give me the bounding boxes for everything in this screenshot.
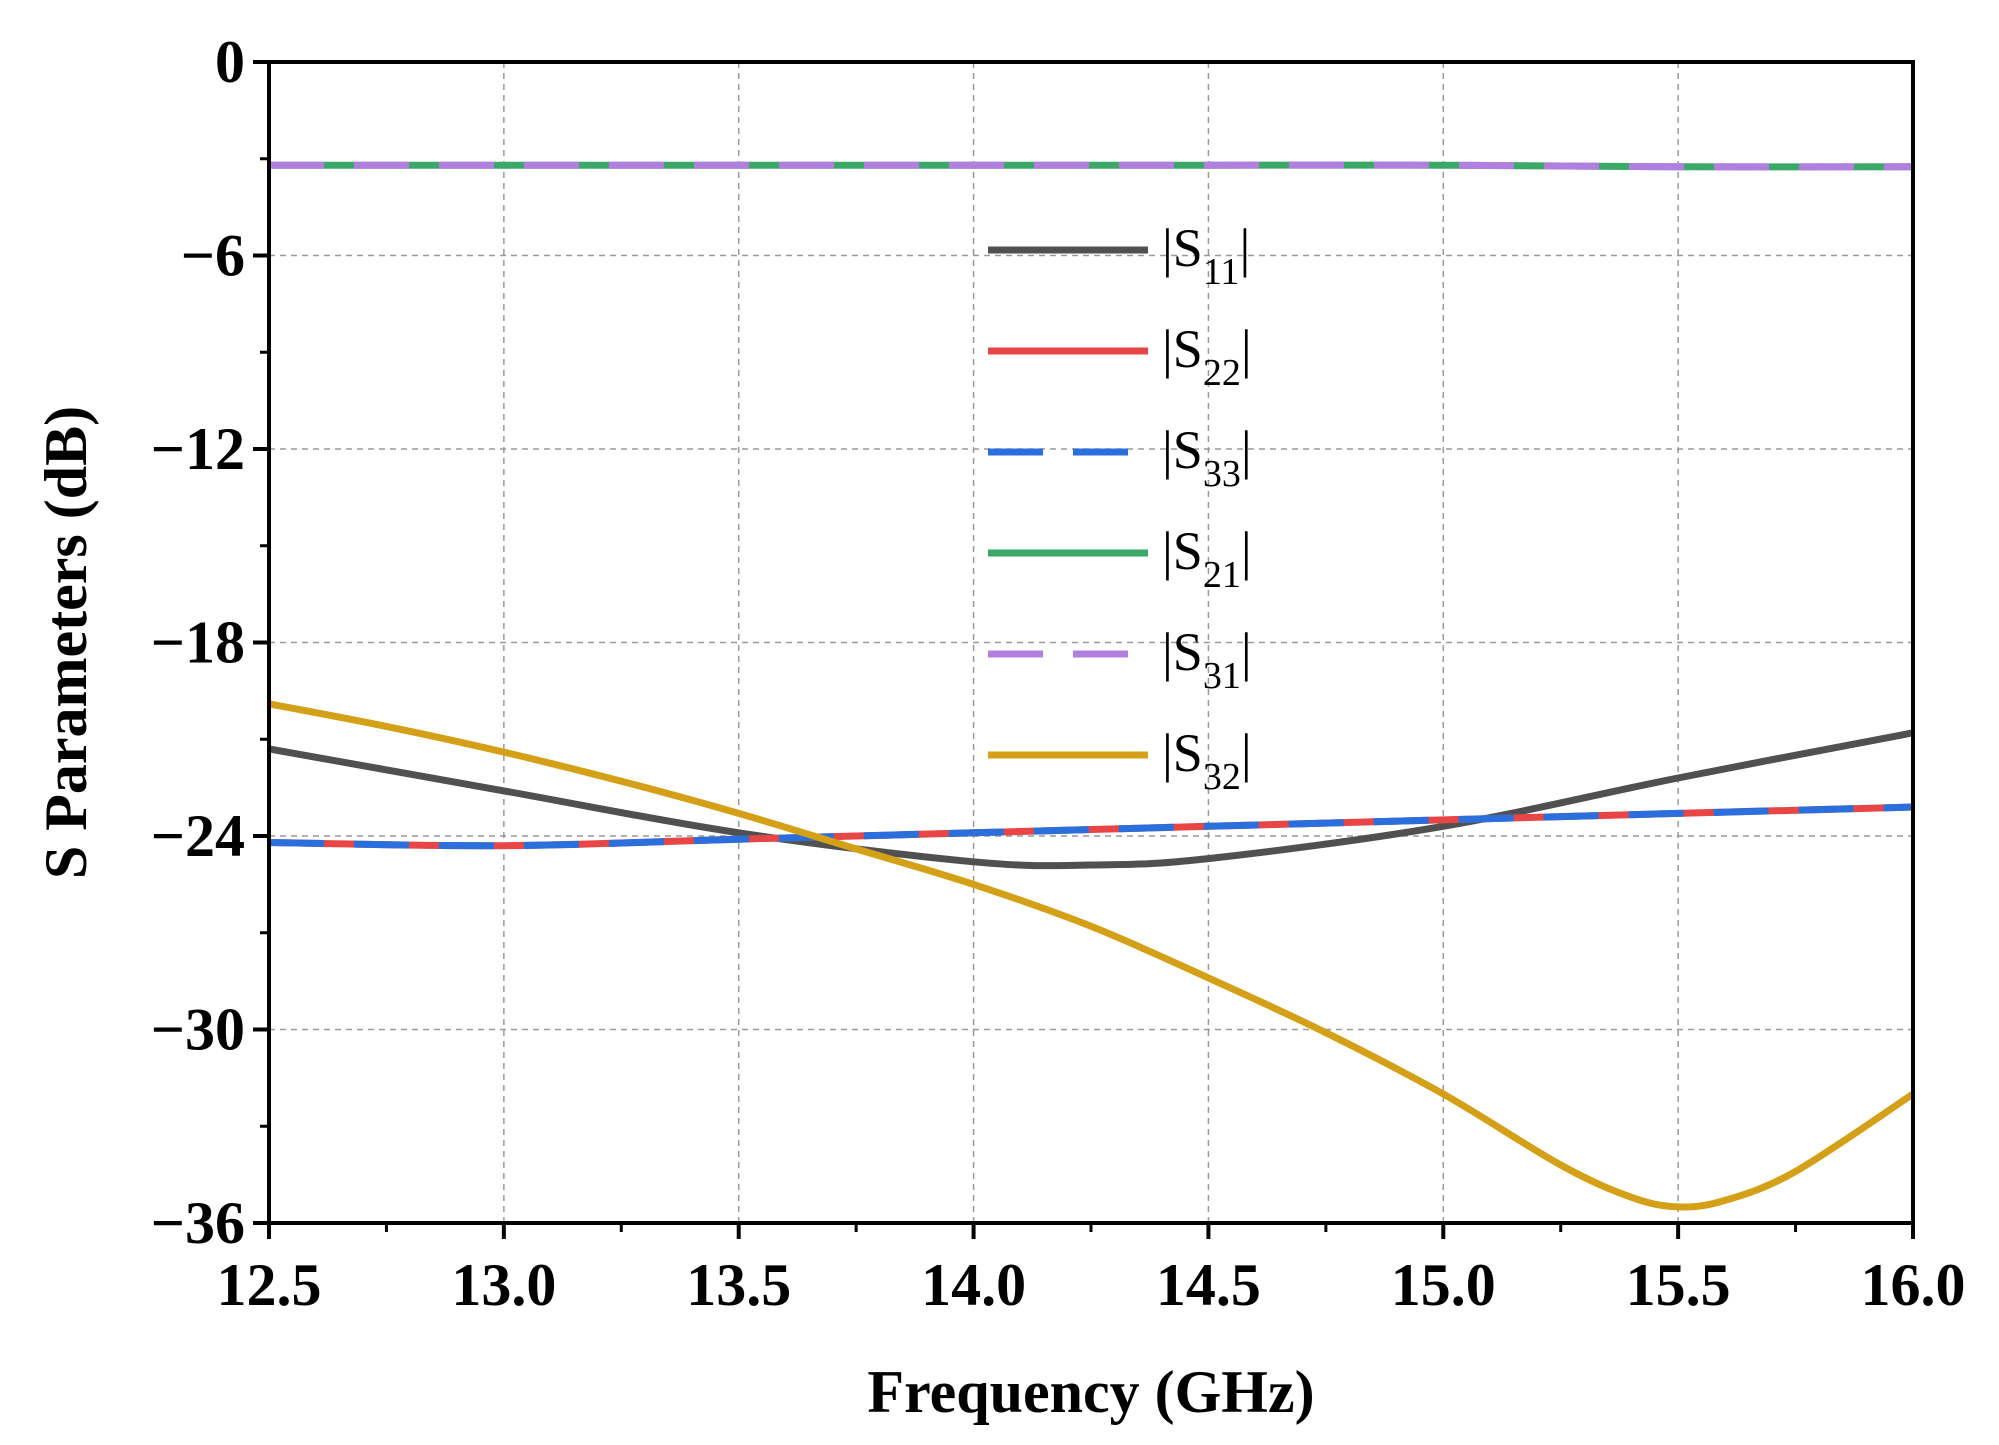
x-tick-labels: 12.5 13.0 13.5 14.0 14.5 15.0 15.5 16.0: [217, 1252, 1966, 1318]
x-tick-label: 14.0: [921, 1252, 1026, 1318]
series-line-31: [268, 161, 1914, 171]
legend-label-21: |S21|: [1162, 521, 1252, 596]
legend-label-22: |S22|: [1162, 319, 1252, 394]
series-lines: [268, 161, 1915, 1211]
y-tick-label: −30: [151, 997, 245, 1063]
x-tick-label: 13.0: [451, 1252, 556, 1318]
legend-label-31: |S31|: [1162, 622, 1252, 697]
series-line-11: [268, 729, 1914, 870]
y-tick-label: −12: [151, 416, 245, 482]
series-line-33: [268, 803, 1914, 850]
y-tick-label: −6: [181, 223, 245, 289]
y-tick-label: −24: [151, 803, 245, 869]
x-tick-label: 15.0: [1391, 1252, 1496, 1318]
y-tick-label: −18: [151, 610, 245, 676]
y-tick-labels: 0 −6 −12 −18 −24 −30 −36: [151, 29, 245, 1256]
legend-label-33: |S33|: [1162, 420, 1252, 495]
legend: |S11| |S22| |S33| |S21| |S31| |S32|: [988, 218, 1252, 798]
x-tick-label: 16.0: [1861, 1252, 1966, 1318]
series-line-32: [268, 700, 1915, 1211]
axis-ticks: [253, 60, 1915, 1239]
x-tick-label: 14.5: [1156, 1252, 1261, 1318]
x-tick-label: 12.5: [217, 1252, 322, 1318]
y-axis-title: S Parameters (dB): [33, 406, 99, 879]
y-tick-label: 0: [215, 29, 245, 95]
y-tick-label: −36: [151, 1190, 245, 1256]
x-tick-label: 15.5: [1626, 1252, 1731, 1318]
grid: [269, 62, 1913, 1223]
x-tick-label: 13.5: [686, 1252, 791, 1318]
legend-label-11: |S11|: [1162, 218, 1250, 293]
legend-label-32: |S32|: [1162, 723, 1252, 798]
x-axis-title: Frequency (GHz): [867, 1359, 1314, 1425]
